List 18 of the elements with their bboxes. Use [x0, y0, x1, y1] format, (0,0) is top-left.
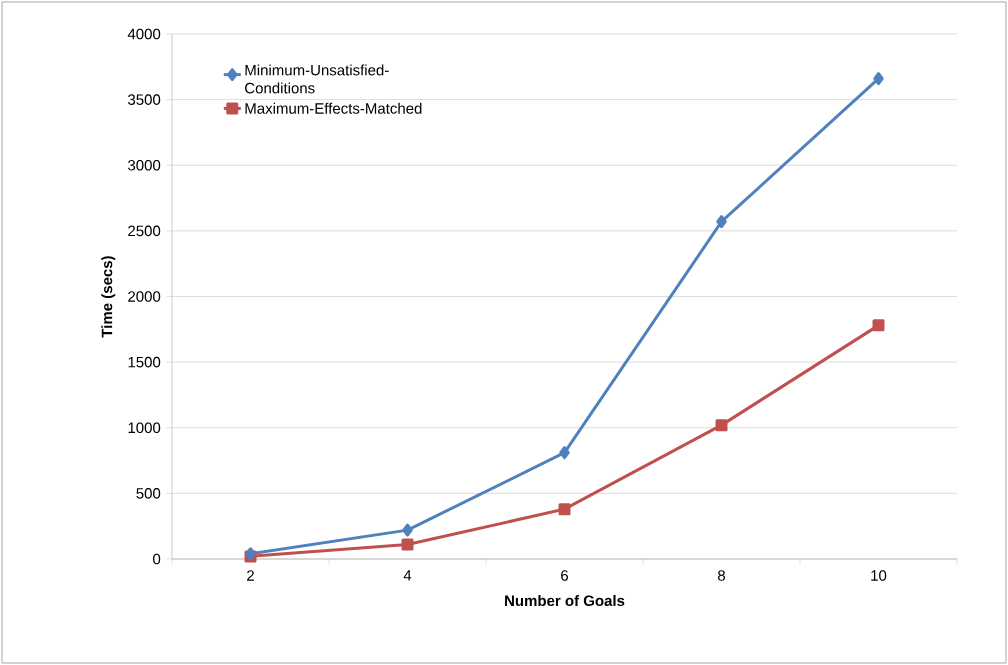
y-tick-label: 1500	[128, 356, 161, 368]
y-tick-label: 3500	[128, 94, 161, 105]
y-tick-label: 1000	[128, 422, 161, 434]
x-tick-label: 10	[871, 570, 887, 581]
legend-label: Maximum-Effects-Matched	[245, 102, 422, 114]
y-tick-label: 500	[136, 488, 161, 499]
legend-label: Minimum-Unsatisfied-Conditions	[245, 64, 389, 94]
y-tick-label: 2500	[128, 225, 161, 237]
y-tick-label: 4000	[127, 28, 161, 40]
y-tick-label: 2000	[128, 291, 161, 302]
y-axis-title: Time (secs)	[101, 256, 116, 338]
x-tick-label: 8	[717, 570, 726, 581]
x-tick-label: 6	[561, 570, 569, 581]
y-tick-label: 3000	[128, 159, 161, 171]
x-tick-label: 4	[403, 570, 412, 581]
x-tick-label: 2	[247, 570, 254, 581]
x-axis-title: Number of Goals	[505, 595, 625, 607]
y-tick-label: 0	[153, 553, 161, 565]
